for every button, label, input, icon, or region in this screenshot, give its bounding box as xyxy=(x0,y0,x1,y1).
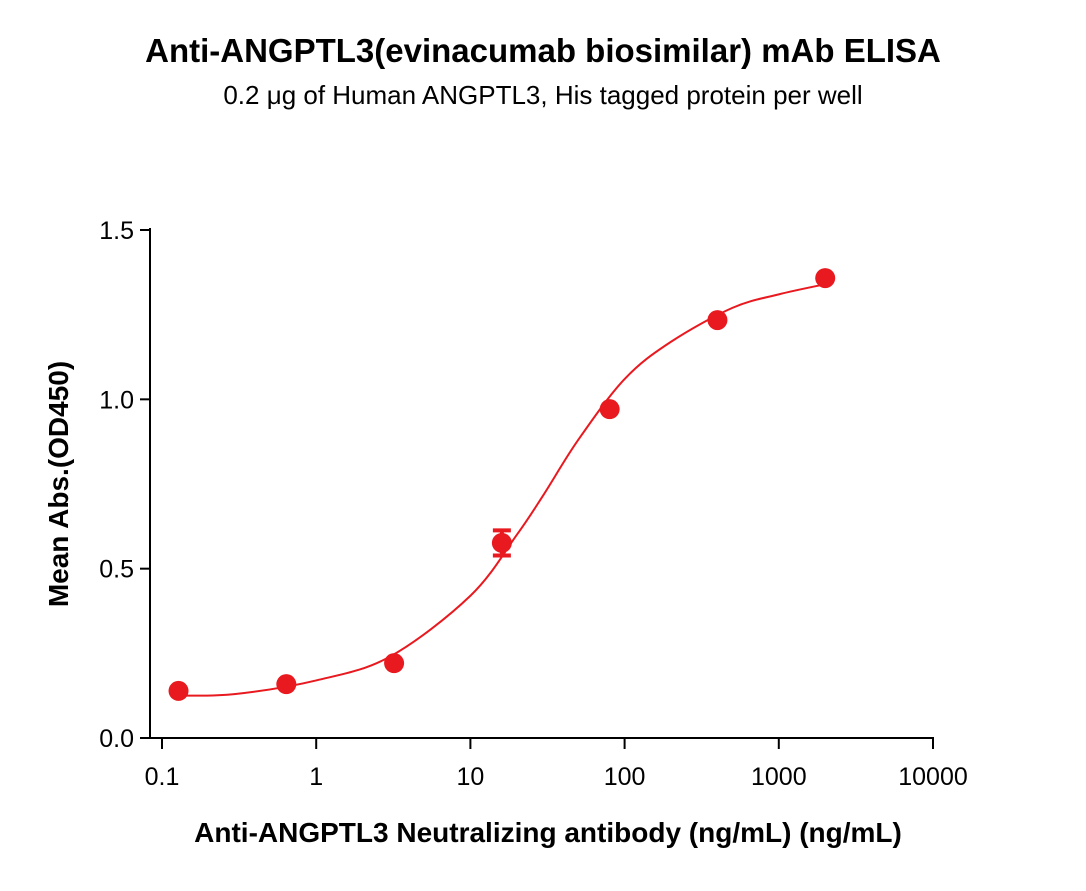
chart-subtitle: 0.2 μg of Human ANGPTL3, His tagged prot… xyxy=(223,80,862,110)
x-tick-label: 0.1 xyxy=(145,763,180,791)
x-tick-label: 10000 xyxy=(898,763,968,791)
chart-title: Anti-ANGPTL3(evinacumab biosimilar) mAb … xyxy=(145,32,941,69)
data-point xyxy=(168,680,189,701)
x-tick-label: 1000 xyxy=(751,763,807,791)
y-tick-label: 0.5 xyxy=(99,556,134,584)
fit-curve xyxy=(178,283,826,697)
x-tick-label: 1 xyxy=(309,763,323,791)
y-tick-label: 0.0 xyxy=(99,725,134,753)
data-point xyxy=(815,268,836,289)
data-point xyxy=(491,532,512,553)
x-tick-label: 100 xyxy=(604,763,646,791)
y-tick-label: 1.0 xyxy=(99,386,134,414)
x-axis-label: Anti-ANGPTL3 Neutralizing antibody (ng/m… xyxy=(194,817,902,848)
x-tick-label: 10 xyxy=(456,763,484,791)
data-point xyxy=(707,310,728,331)
data-point xyxy=(599,399,620,420)
data-point xyxy=(276,674,297,695)
y-axis-label: Mean Abs.(OD450) xyxy=(43,361,74,607)
y-tick-label: 1.5 xyxy=(99,217,134,245)
data-point xyxy=(384,653,405,674)
